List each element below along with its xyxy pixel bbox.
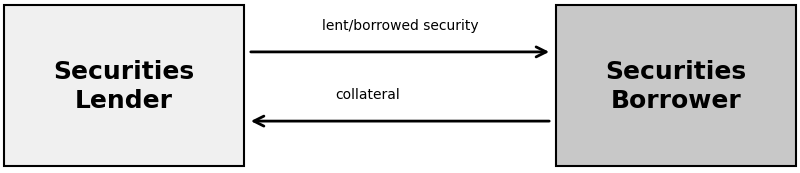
Text: Securities
Lender: Securities Lender bbox=[54, 60, 194, 113]
FancyBboxPatch shape bbox=[556, 5, 796, 166]
Text: collateral: collateral bbox=[336, 88, 400, 102]
Text: lent/borrowed security: lent/borrowed security bbox=[322, 19, 478, 33]
FancyBboxPatch shape bbox=[4, 5, 244, 166]
Text: Securities
Borrower: Securities Borrower bbox=[606, 60, 746, 113]
